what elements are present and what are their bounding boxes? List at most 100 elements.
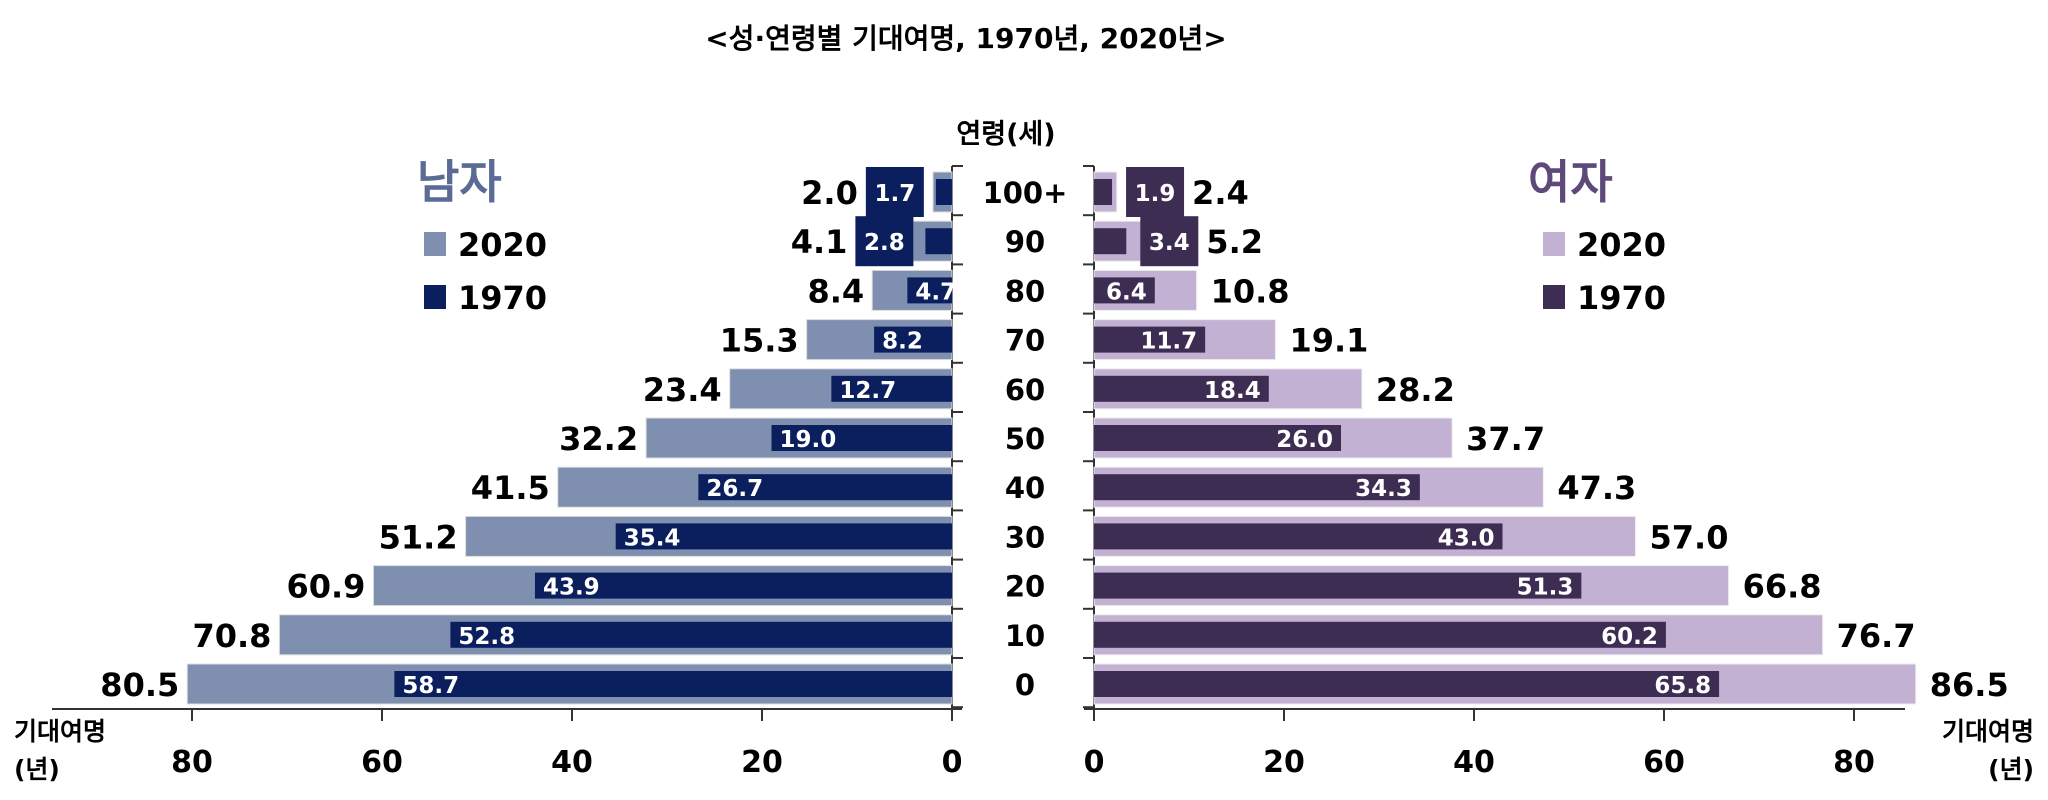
female-x-tick-label: 0 — [1084, 745, 1105, 780]
legend-swatch-male-1970 — [424, 285, 446, 309]
male-1970-value-label: 35.4 — [624, 525, 681, 551]
male-1970-label-box — [855, 216, 914, 267]
female-1970-value-label: 3.4 — [1149, 230, 1190, 256]
female-1970-value-label: 26.0 — [1276, 427, 1333, 453]
male-2020-value-label: 2.0 — [801, 174, 858, 212]
male-1970-value-label: 43.9 — [543, 575, 600, 601]
female-2020-value-label: 66.8 — [1743, 568, 1822, 606]
value-axis-label-left-2: (년) — [14, 755, 60, 784]
male-1970-value-label: 4.7 — [915, 279, 956, 305]
female-2020-value-label: 5.2 — [1206, 223, 1263, 261]
female-2020-value-label: 76.7 — [1837, 617, 1916, 655]
male-2020-value-label: 4.1 — [791, 223, 848, 261]
male-1970-value-label: 2.8 — [864, 230, 905, 256]
age-label: 10 — [1005, 619, 1045, 653]
legend-label-male-1970: 1970 — [458, 279, 547, 317]
female-1970-value-label: 1.9 — [1135, 181, 1176, 207]
age-label: 100+ — [983, 176, 1068, 210]
male-2020-value-label: 32.2 — [559, 420, 638, 458]
age-label: 40 — [1005, 471, 1045, 505]
age-label: 50 — [1005, 422, 1045, 456]
male-1970-bar — [935, 179, 952, 205]
male-1970-bar — [394, 671, 953, 697]
legend-label-male-2020: 2020 — [458, 226, 547, 264]
male-1970-value-label: 12.7 — [839, 378, 896, 404]
male-1970-bar — [831, 375, 952, 402]
value-axis-label-right-1: 기대여명 — [1942, 717, 2034, 746]
male-1970-bar — [907, 277, 952, 304]
female-2020-value-label: 10.8 — [1211, 272, 1290, 310]
female-2020-value-label: 37.7 — [1466, 420, 1545, 458]
age-label: 0 — [1015, 668, 1035, 702]
female-2020-value-label: 57.0 — [1650, 518, 1729, 556]
female-1970-bar — [1094, 179, 1113, 205]
age-label: 30 — [1005, 520, 1045, 554]
female-1970-bar — [1094, 621, 1666, 648]
male-2020-value-label: 41.5 — [471, 469, 550, 507]
female-1970-bar — [1094, 425, 1341, 451]
female-title: 여자 — [1528, 155, 1613, 209]
male-1970-value-label: 1.7 — [874, 181, 915, 207]
female-1970-bar — [1094, 375, 1269, 402]
female-x-tick-label: 20 — [1263, 745, 1305, 780]
female-1970-bar — [1094, 572, 1582, 599]
value-axis-label-right-2: (년) — [1988, 755, 2034, 784]
legend-swatch-female-2020 — [1543, 232, 1565, 256]
male-1970-bar — [698, 474, 952, 501]
male-1970-bar — [450, 621, 952, 648]
female-1970-label-box — [1140, 216, 1199, 267]
male-1970-bar — [615, 523, 952, 550]
age-label: 60 — [1005, 373, 1045, 407]
male-2020-value-label: 80.5 — [100, 666, 179, 704]
male-x-tick-label: 20 — [741, 745, 783, 780]
female-1970-value-label: 65.8 — [1654, 673, 1711, 699]
female-1970-value-label: 51.3 — [1517, 575, 1574, 601]
legend-swatch-female-1970 — [1543, 285, 1565, 309]
male-2020-value-label: 8.4 — [808, 272, 865, 310]
male-2020-value-label: 15.3 — [720, 322, 799, 360]
male-1970-value-label: 19.0 — [780, 427, 837, 453]
female-1970-value-label: 43.0 — [1438, 525, 1495, 551]
age-label: 20 — [1005, 570, 1045, 604]
age-label: 80 — [1005, 274, 1045, 308]
chart-title: <성·연령별 기대여명, 1970년, 2020년> — [705, 22, 1227, 55]
age-label: 90 — [1005, 225, 1045, 259]
age-label: 70 — [1005, 324, 1045, 358]
female-1970-label-box — [1126, 167, 1185, 217]
female-1970-value-label: 6.4 — [1106, 279, 1147, 305]
male-1970-bar — [874, 326, 952, 353]
male-1970-bar — [534, 572, 952, 599]
male-2020-value-label: 60.9 — [286, 568, 365, 606]
female-2020-value-label: 28.2 — [1376, 371, 1455, 409]
female-2020-value-label: 2.4 — [1192, 174, 1249, 212]
female-x-tick-label: 40 — [1453, 745, 1495, 780]
male-1970-value-label: 52.8 — [458, 624, 515, 650]
value-axis-label-left-1: 기대여명 — [14, 717, 106, 746]
female-1970-bar — [1094, 326, 1206, 353]
female-1970-bar — [1094, 671, 1720, 697]
male-title: 남자 — [417, 155, 502, 209]
female-1970-value-label: 60.2 — [1601, 624, 1658, 650]
male-2020-value-label: 70.8 — [192, 617, 271, 655]
male-x-tick-label: 60 — [361, 745, 403, 780]
male-2020-value-label: 51.2 — [379, 518, 458, 556]
male-1970-value-label: 8.2 — [882, 329, 923, 355]
female-1970-value-label: 18.4 — [1204, 378, 1261, 404]
female-1970-value-label: 34.3 — [1355, 476, 1412, 502]
female-x-tick-label: 80 — [1833, 745, 1875, 780]
male-x-tick-label: 80 — [171, 745, 213, 780]
female-2020-value-label: 47.3 — [1557, 469, 1636, 507]
female-1970-bar — [1094, 474, 1420, 501]
male-1970-value-label: 26.7 — [706, 476, 763, 502]
female-1970-bar — [1094, 228, 1127, 255]
female-1970-value-label: 11.7 — [1140, 329, 1197, 355]
male-1970-bar — [925, 228, 952, 255]
male-1970-bar — [771, 425, 952, 451]
legend-swatch-male-2020 — [424, 232, 446, 256]
female-2020-value-label: 86.5 — [1930, 666, 2009, 704]
female-x-tick-label: 60 — [1643, 745, 1685, 780]
legend-label-female-2020: 2020 — [1577, 226, 1666, 264]
age-axis-label: 연령(세) — [956, 119, 1055, 150]
female-1970-bar — [1094, 277, 1155, 304]
female-2020-value-label: 19.1 — [1289, 322, 1368, 360]
